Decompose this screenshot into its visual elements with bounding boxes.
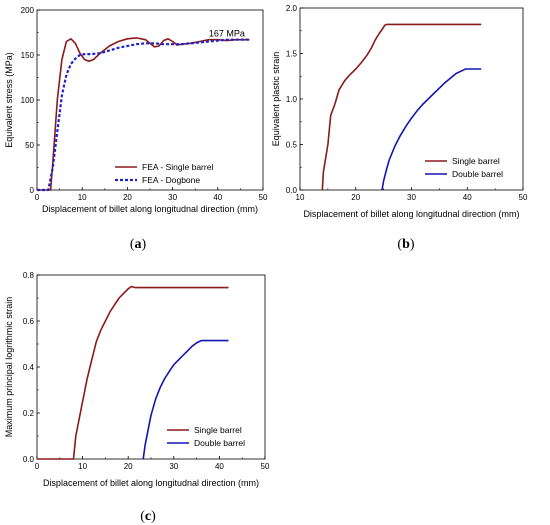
- x-tick-label: 20: [124, 462, 133, 471]
- legend-label: Single barrel: [194, 425, 242, 435]
- panel-label: (a): [130, 237, 147, 252]
- chart-b: 10 20 30 40 50 0.0 0.5 1.0 1.5 2.0 Displacement of…: [271, 4, 528, 252]
- y-tick-label: 2.0: [286, 4, 298, 13]
- y-tick-label: 0.2: [23, 409, 35, 418]
- panel-label: (c): [140, 509, 156, 524]
- chart-a: 0 10 20 30 40 50 0 50 100 150 200 Displacement of b…: [4, 6, 268, 252]
- series-line-2: [37, 38, 250, 192]
- x-tick-label: 40: [215, 462, 224, 471]
- y-axis-label: Equivalent stress (MPa): [4, 52, 14, 148]
- x-tick-label: 10: [78, 193, 87, 202]
- x-tick-label: 40: [463, 193, 472, 202]
- y-axis-label: Maximum principal logrithmic strain: [4, 297, 14, 438]
- y-tick-label: 1.5: [286, 50, 298, 59]
- y-tick-label: 0: [30, 186, 35, 195]
- panel-label-close: ): [410, 237, 415, 252]
- legend-label: Single barrel: [452, 156, 500, 166]
- x-axis-label: Displacement of billet along longitudnal…: [43, 478, 259, 488]
- x-tick-label: 40: [213, 193, 222, 202]
- panel-label-open: (: [397, 237, 402, 252]
- x-tick-label: 10: [296, 193, 305, 202]
- x-tick-label: 30: [168, 193, 177, 202]
- x-axis-label: Displacement of billet along longitudnal…: [303, 209, 519, 219]
- panel-label-open: (: [140, 509, 145, 524]
- y-tick-label: 0.5: [286, 141, 298, 150]
- y-tick-label: 50: [25, 141, 34, 150]
- x-tick-label: 0: [35, 193, 40, 202]
- x-tick-label: 10: [78, 462, 87, 471]
- y-tick-label: 0.6: [23, 317, 35, 326]
- series-line-1: [37, 285, 229, 460]
- annotation-label: 167 MPa: [209, 28, 245, 38]
- x-tick-label: 20: [351, 193, 360, 202]
- y-tick-label: 0.0: [23, 455, 35, 464]
- panel-label-open: (: [130, 237, 135, 252]
- series-line-2: [381, 68, 482, 191]
- legend-label: Double barrel: [452, 169, 503, 179]
- y-tick-label: 0.4: [23, 363, 35, 372]
- panel-label-letter: a: [135, 237, 142, 252]
- x-tick-label: 50: [519, 193, 528, 202]
- x-tick-label: 50: [259, 193, 268, 202]
- chart-c: 0 10 20 30 40 50 0.0 0.2 0.4 0.6 0.8 Displacement o…: [4, 271, 270, 524]
- series-line-1: [37, 37, 250, 191]
- x-tick-label: 30: [169, 462, 178, 471]
- x-tick-label: 30: [407, 193, 416, 202]
- y-tick-label: 0.0: [286, 186, 298, 195]
- x-axis-label: Displacement of billet along longitudnal…: [42, 204, 258, 214]
- y-tick-label: 1.0: [286, 95, 298, 104]
- legend-label: Double barrel: [194, 438, 245, 448]
- y-axis-label: Equivalent plastic strain: [271, 52, 281, 147]
- panel-label-close: ): [142, 237, 147, 252]
- x-tick-label: 50: [261, 462, 270, 471]
- series-line-2: [142, 339, 229, 460]
- panel-label-letter: b: [402, 237, 410, 252]
- y-tick-label: 150: [21, 51, 35, 60]
- panel-label-letter: c: [145, 509, 151, 524]
- x-tick-label: 0: [35, 462, 40, 471]
- legend-label: FEA - Dogbone: [142, 175, 200, 185]
- y-tick-label: 200: [21, 6, 35, 15]
- y-tick-label: 100: [21, 96, 35, 105]
- panel-label: (b): [397, 237, 414, 252]
- panel-label-close: ): [151, 509, 156, 524]
- x-tick-label: 20: [123, 193, 132, 202]
- legend-label: FEA - Single barrel: [142, 162, 213, 172]
- y-tick-label: 0.8: [23, 271, 35, 280]
- series-line-1: [321, 23, 482, 191]
